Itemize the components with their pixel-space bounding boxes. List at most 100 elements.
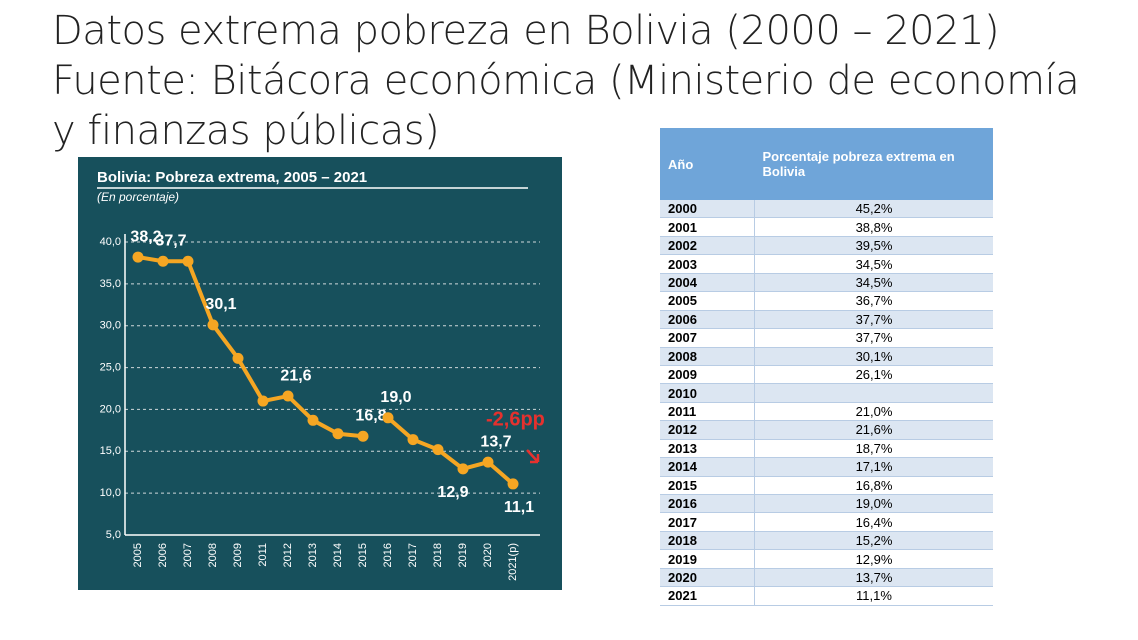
table-row: 2000 45,2% — [660, 200, 993, 219]
table-row: 2009 26,1% — [660, 365, 993, 385]
table-row: 2018 15,2% — [660, 531, 993, 551]
table: Año Porcentaje pobreza extrema en Bolivi… — [660, 128, 993, 606]
point — [457, 463, 469, 475]
table-cell: 13,7% — [754, 568, 993, 588]
table-cell: 2010 — [660, 383, 755, 403]
table-cell: 2003 — [660, 254, 755, 274]
y-tick-label: 40,0 — [100, 236, 121, 248]
table-cell: 45,2% — [754, 200, 993, 219]
table-cell: 37,7% — [754, 310, 993, 330]
x-tick-label: 2007 — [182, 543, 194, 567]
point — [482, 456, 494, 468]
slide-title: y finanzas públicas) — [52, 108, 440, 154]
data-label: 30,1 — [205, 296, 236, 313]
table-cell: 2006 — [660, 310, 755, 330]
table-cell: 2008 — [660, 347, 755, 366]
table-cell: 2009 — [660, 365, 755, 385]
point — [232, 352, 244, 364]
table-cell: 2000 — [660, 200, 755, 219]
table-cell — [754, 383, 993, 403]
chart: Bolivia: Pobreza extrema, 2005 – 2021 (E… — [78, 157, 562, 590]
table-cell: 36,7% — [754, 291, 993, 311]
point — [132, 251, 144, 263]
table-cell: 39,5% — [754, 236, 993, 256]
table-cell: 2004 — [660, 273, 755, 293]
point — [282, 390, 294, 402]
x-tick-label: 2006 — [157, 543, 169, 567]
x-tick-label: 2015 — [357, 543, 369, 567]
table-cell: 30,1% — [754, 347, 993, 366]
table-cell: 2020 — [660, 568, 755, 588]
x-tick-label: 2016 — [382, 543, 394, 567]
line — [137, 255, 364, 439]
data-label: 13,7 — [480, 433, 511, 450]
point — [182, 255, 194, 267]
table-cell: 38,8% — [754, 217, 993, 237]
table-row: 2012 21,6% — [660, 420, 993, 440]
table-cell: 18,7% — [754, 439, 993, 459]
annotation-arrow — [526, 449, 540, 464]
x-tick-label: 2013 — [307, 543, 319, 567]
data-label: 21,6 — [280, 367, 311, 384]
point — [432, 444, 444, 456]
table-cell: 15,2% — [754, 531, 993, 551]
point — [307, 414, 319, 426]
table-row: 2013 18,7% — [660, 439, 993, 459]
table-cell: 12,9% — [754, 549, 993, 569]
data-label: 11,1 — [504, 499, 534, 516]
table-row: 2021 11,1% — [660, 586, 993, 606]
x-tick-label: 2018 — [432, 543, 444, 567]
x-tick-label: 2019 — [457, 543, 469, 567]
chart-subtitle: (En porcentaje) — [97, 190, 179, 204]
table-row: 2016 19,0% — [660, 494, 993, 514]
table-cell: 2002 — [660, 236, 755, 256]
point — [332, 428, 344, 440]
table-row: 2019 12,9% — [660, 549, 993, 569]
table-cell: 34,5% — [754, 273, 993, 293]
x-tick-label: 2014 — [332, 543, 344, 567]
x-tick-label: 2020 — [482, 543, 494, 567]
table-cell: 2014 — [660, 457, 755, 477]
table-row: 2017 16,4% — [660, 512, 993, 532]
data-label: 16,8 — [355, 407, 386, 424]
y-tick-label: 20,0 — [100, 403, 121, 415]
x-tick-label: 2021(p) — [507, 543, 519, 581]
point — [157, 255, 169, 267]
data-label: 38,2 — [130, 228, 161, 245]
table-row: 2007 37,7% — [660, 328, 993, 348]
table-cell: 16,4% — [754, 512, 993, 532]
data-label: 19,0 — [380, 389, 411, 406]
y-tick-label: 35,0 — [100, 278, 121, 290]
table-cell: 19,0% — [754, 494, 993, 514]
point — [407, 434, 419, 446]
table-cell: 34,5% — [754, 254, 993, 274]
table-row: 2010 — [660, 383, 993, 403]
table-row: 2014 17,1% — [660, 457, 993, 477]
table-cell: 2015 — [660, 476, 755, 496]
point — [507, 478, 519, 490]
point — [257, 395, 269, 407]
chart-background — [78, 157, 562, 590]
table-row: 2015 16,8% — [660, 476, 993, 496]
table-cell: 2021 — [660, 586, 755, 606]
y-tick-label: 5,0 — [106, 529, 121, 541]
table-cell: 21,0% — [754, 402, 993, 422]
table-cell: 21,6% — [754, 420, 993, 440]
x-tick-label: 2012 — [282, 543, 294, 567]
x-tick-label: 2017 — [407, 543, 419, 567]
table-cell: 2007 — [660, 328, 755, 348]
y-tick-label: 25,0 — [100, 361, 121, 373]
table-cell: 11,1% — [754, 586, 993, 606]
chart-title: Bolivia: Pobreza extrema, 2005 – 2021 — [97, 169, 367, 186]
table-row: 2003 34,5% — [660, 254, 993, 274]
line — [386, 416, 515, 486]
table-header: Año — [660, 128, 755, 200]
table-cell: 17,1% — [754, 457, 993, 477]
table-row: 2020 13,7% — [660, 568, 993, 588]
slide-title: Datos extrema pobreza en Bolivia (2000 –… — [52, 8, 1000, 54]
point — [207, 319, 219, 331]
table-cell: 2017 — [660, 512, 755, 532]
table-cell: 37,7% — [754, 328, 993, 348]
data-label: 12,9 — [437, 484, 468, 501]
table-cell: 2001 — [660, 217, 755, 237]
